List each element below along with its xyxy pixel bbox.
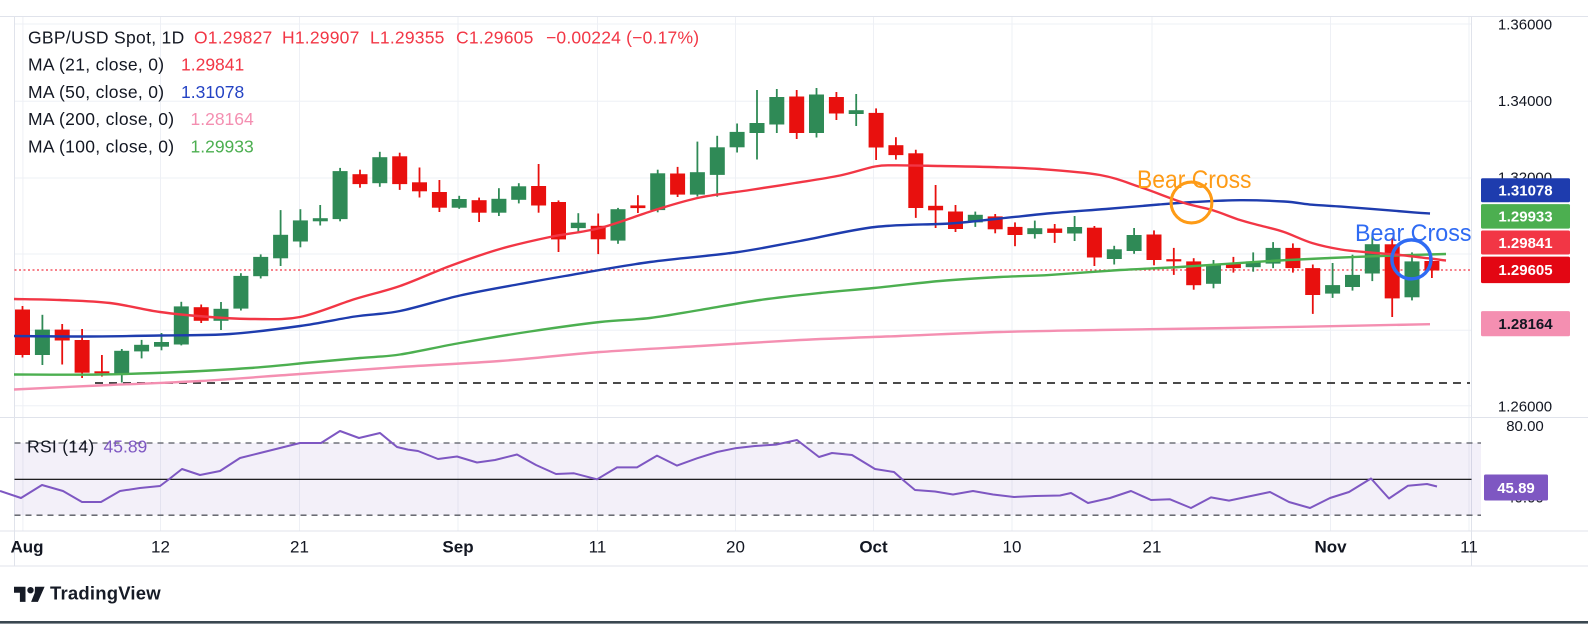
svg-text:Nov: Nov <box>1314 538 1347 557</box>
svg-text:12: 12 <box>151 538 170 557</box>
svg-text:L1.29355: L1.29355 <box>370 28 445 48</box>
svg-text:Oct: Oct <box>859 538 888 557</box>
svg-text:1.31078: 1.31078 <box>1498 183 1552 200</box>
svg-text:21: 21 <box>1143 538 1162 557</box>
svg-text:1.36000: 1.36000 <box>1498 17 1552 34</box>
svg-text:MA (200, close, 0): MA (200, close, 0) <box>28 109 174 129</box>
svg-text:20: 20 <box>726 538 745 557</box>
svg-text:RSI (14): RSI (14) <box>27 437 95 457</box>
svg-text:−0.00224 (−0.17%): −0.00224 (−0.17%) <box>546 28 699 48</box>
svg-text:Bear Cross: Bear Cross <box>1137 166 1252 194</box>
svg-text:80.00: 80.00 <box>1506 418 1544 435</box>
svg-text:GBP/USD Spot, 1D: GBP/USD Spot, 1D <box>28 28 185 48</box>
svg-text:11: 11 <box>589 538 607 557</box>
svg-text:Aug: Aug <box>10 538 43 557</box>
svg-text:45.89: 45.89 <box>1497 480 1535 497</box>
svg-text:1.29933: 1.29933 <box>191 137 254 157</box>
svg-text:1.34000: 1.34000 <box>1498 93 1552 110</box>
svg-text:1.28164: 1.28164 <box>1498 316 1553 333</box>
svg-text:MA (50, close, 0): MA (50, close, 0) <box>28 82 164 102</box>
svg-text:TradingView: TradingView <box>50 583 161 604</box>
svg-text:1.29933: 1.29933 <box>1498 209 1552 226</box>
svg-text:O1.29827: O1.29827 <box>194 28 272 48</box>
svg-text:C1.29605: C1.29605 <box>456 28 534 48</box>
svg-text:11: 11 <box>1460 538 1478 557</box>
svg-text:21: 21 <box>290 538 309 557</box>
svg-text:1.26000: 1.26000 <box>1498 398 1552 415</box>
svg-text:1.28164: 1.28164 <box>191 109 255 129</box>
svg-text:1.31078: 1.31078 <box>181 82 244 102</box>
svg-text:1.29605: 1.29605 <box>1498 262 1552 279</box>
svg-text:1.29841: 1.29841 <box>1498 235 1552 252</box>
svg-text:1.29841: 1.29841 <box>181 55 244 75</box>
svg-text:10: 10 <box>1003 538 1022 557</box>
svg-text:Bear Cross: Bear Cross <box>1355 220 1472 247</box>
svg-text:MA (100, close, 0): MA (100, close, 0) <box>28 137 174 157</box>
svg-text:H1.29907: H1.29907 <box>282 28 360 48</box>
svg-text:45.89: 45.89 <box>104 437 148 457</box>
svg-text:MA (21, close, 0): MA (21, close, 0) <box>28 55 164 75</box>
svg-text:Sep: Sep <box>442 538 473 557</box>
